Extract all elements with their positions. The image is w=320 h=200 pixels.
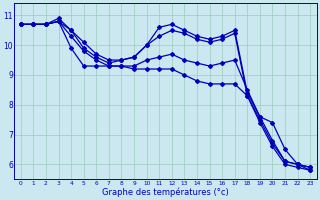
X-axis label: Graphe des températures (°c): Graphe des températures (°c) — [102, 187, 229, 197]
